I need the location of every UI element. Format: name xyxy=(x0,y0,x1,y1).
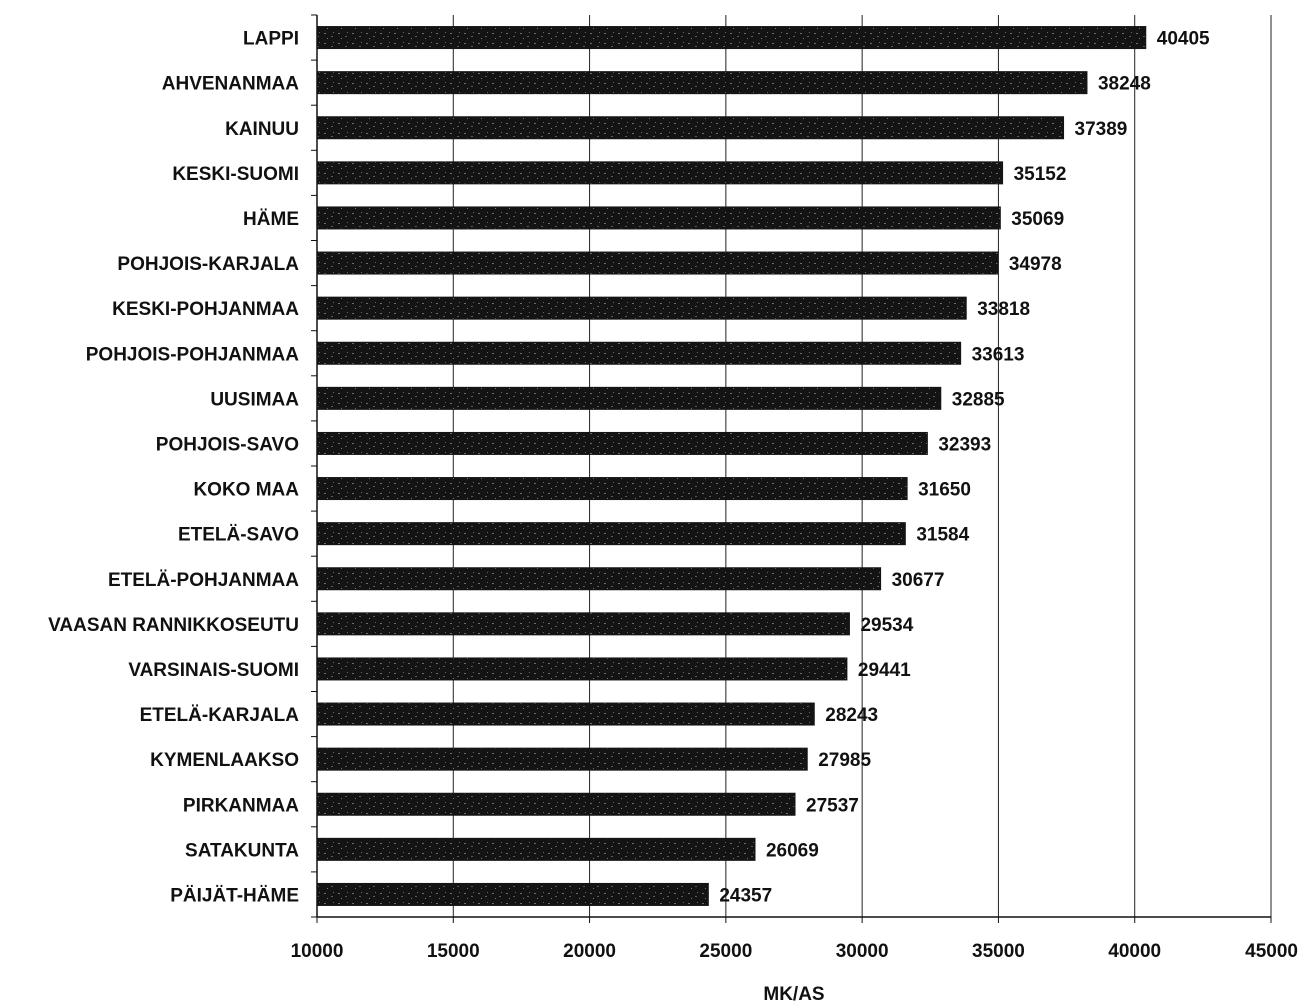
category-label: LAPPI xyxy=(243,29,299,50)
category-label: UUSIMAA xyxy=(210,389,299,410)
category-label: POHJOIS-KARJALA xyxy=(117,254,299,275)
bar xyxy=(316,116,1065,140)
bar xyxy=(316,341,962,365)
bar xyxy=(316,882,709,906)
bar xyxy=(316,296,967,320)
axes xyxy=(311,14,1272,923)
category-label: AHVENANMAA xyxy=(162,74,300,95)
data-label: 33613 xyxy=(972,344,1025,365)
bar xyxy=(316,206,1001,230)
category-label: VAASAN RANNIKKOSEUTU xyxy=(48,615,299,636)
bar xyxy=(316,431,928,455)
category-label: ETELÄ-POHJANMAA xyxy=(108,570,299,591)
bar xyxy=(316,792,796,816)
category-label: POHJOIS-SAVO xyxy=(156,434,299,455)
x-tick-label: 25000 xyxy=(699,941,752,962)
bar xyxy=(316,837,756,861)
bar xyxy=(316,71,1088,95)
data-label: 27985 xyxy=(818,750,871,771)
category-label: KYMENLAAKSO xyxy=(150,750,299,771)
x-tick-label: 45000 xyxy=(1245,941,1298,962)
x-tick-label: 30000 xyxy=(836,941,889,962)
data-label: 31650 xyxy=(918,480,971,501)
data-label: 29534 xyxy=(860,615,913,636)
x-tick-label: 40000 xyxy=(1108,941,1161,962)
category-label: HÄME xyxy=(243,209,299,230)
bars xyxy=(316,26,1147,906)
data-label: 24357 xyxy=(719,885,772,906)
data-label: 29441 xyxy=(858,660,911,681)
bar xyxy=(316,251,999,275)
data-label: 33818 xyxy=(977,299,1030,320)
data-label: 26069 xyxy=(766,840,819,861)
bar xyxy=(316,702,815,726)
category-label: KOKO MAA xyxy=(193,480,299,501)
bar xyxy=(316,567,882,591)
data-label: 27537 xyxy=(806,795,859,816)
x-tick-label: 20000 xyxy=(563,941,616,962)
category-label: KESKI-POHJANMAA xyxy=(112,299,299,320)
data-label: 35152 xyxy=(1014,164,1067,185)
x-tick-label: 15000 xyxy=(427,941,480,962)
category-label: ETELÄ-SAVO xyxy=(178,525,299,546)
x-axis-title: MK/AS xyxy=(763,984,824,1003)
x-tick-labels: 10000 15000 20000 25000 30000 35000 40000 45000 xyxy=(291,941,1298,962)
bar xyxy=(316,26,1147,50)
data-label: 35069 xyxy=(1011,209,1064,230)
category-label: VARSINAIS-SUOMI xyxy=(128,660,299,681)
category-labels: LAPPI AHVENANMAA KAINUU KESKI-SUOMI HÄME POHJ… xyxy=(48,29,299,907)
bar xyxy=(316,161,1004,185)
data-label: 30677 xyxy=(892,570,945,591)
data-label: 28243 xyxy=(825,705,878,726)
category-label: ETELÄ-KARJALA xyxy=(140,705,300,726)
grid-lines xyxy=(452,15,1272,917)
category-label: PÄIJÄT-HÄME xyxy=(170,885,299,906)
category-label: SATAKUNTA xyxy=(185,840,299,861)
x-tick-label: 10000 xyxy=(291,941,344,962)
x-tick-label: 35000 xyxy=(972,941,1025,962)
data-label: 34978 xyxy=(1009,254,1062,275)
bar xyxy=(316,657,848,681)
category-label: KAINUU xyxy=(225,119,299,140)
bar xyxy=(316,522,906,546)
bar xyxy=(316,612,850,636)
data-label: 38248 xyxy=(1098,74,1151,95)
value-labels: 40405 38248 37389 35152 35069 34978 33818 33613… xyxy=(719,29,1210,907)
category-label: KESKI-SUOMI xyxy=(172,164,299,185)
bar xyxy=(316,386,942,410)
bar xyxy=(316,477,908,501)
data-label: 32885 xyxy=(952,389,1005,410)
data-label: 37389 xyxy=(1075,119,1128,140)
data-label: 31584 xyxy=(916,525,969,546)
bar xyxy=(316,747,808,771)
category-label: POHJOIS-POHJANMAA xyxy=(86,344,300,365)
data-label: 32393 xyxy=(938,434,991,455)
data-label: 40405 xyxy=(1157,29,1210,50)
category-label: PIRKANMAA xyxy=(183,795,299,816)
